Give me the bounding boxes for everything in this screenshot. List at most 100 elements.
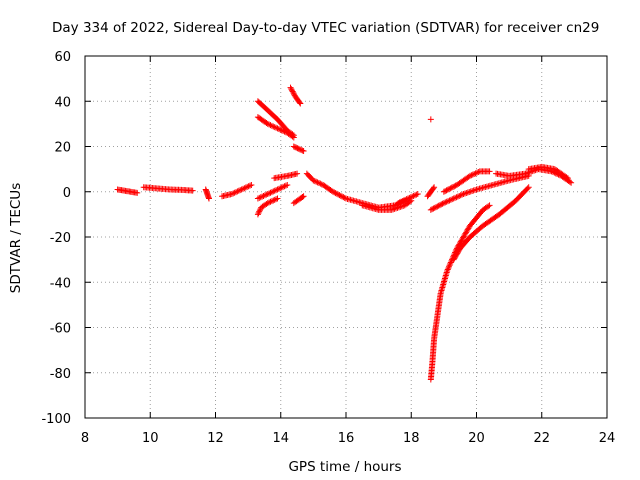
data-point bbox=[318, 181, 325, 188]
data-points bbox=[114, 84, 575, 383]
data-point bbox=[472, 186, 479, 193]
data-point bbox=[445, 265, 452, 272]
data-point bbox=[394, 204, 401, 211]
data-point bbox=[254, 195, 261, 202]
data-point bbox=[237, 187, 244, 194]
data-point bbox=[436, 202, 443, 209]
data-point bbox=[430, 185, 437, 192]
data-point bbox=[267, 198, 274, 205]
data-point bbox=[275, 126, 282, 133]
data-point bbox=[332, 190, 339, 197]
data-point bbox=[284, 181, 291, 188]
data-point bbox=[403, 196, 410, 203]
data-point bbox=[447, 196, 454, 203]
data-point bbox=[331, 189, 338, 196]
x-tick-label: 24 bbox=[599, 431, 616, 446]
data-point bbox=[566, 178, 573, 185]
data-point bbox=[329, 188, 336, 195]
data-point bbox=[452, 194, 459, 201]
y-tick-label: 60 bbox=[54, 50, 71, 65]
data-point bbox=[245, 183, 252, 190]
data-point bbox=[430, 205, 437, 212]
data-point bbox=[486, 168, 493, 175]
y-tick-label: 20 bbox=[54, 141, 71, 156]
x-tick-label: 20 bbox=[468, 431, 485, 446]
y-tick-label: 40 bbox=[54, 95, 71, 110]
data-point bbox=[525, 184, 532, 191]
data-point bbox=[257, 194, 264, 201]
data-point bbox=[427, 206, 434, 213]
data-point bbox=[524, 185, 531, 192]
data-point bbox=[263, 120, 270, 127]
data-point bbox=[443, 198, 450, 205]
data-point bbox=[300, 193, 307, 200]
data-point bbox=[473, 169, 480, 176]
x-axis-label: GPS time / hours bbox=[288, 459, 401, 475]
data-point bbox=[443, 187, 450, 194]
data-point bbox=[267, 189, 274, 196]
y-tick-label: -60 bbox=[50, 322, 71, 337]
data-point bbox=[455, 249, 462, 256]
data-point bbox=[228, 191, 235, 198]
data-point bbox=[459, 191, 466, 198]
data-point bbox=[300, 148, 307, 155]
data-point bbox=[273, 124, 280, 131]
data-point bbox=[472, 170, 479, 177]
data-point bbox=[248, 181, 255, 188]
data-point bbox=[523, 170, 530, 177]
data-point bbox=[397, 203, 404, 210]
data-point bbox=[467, 188, 474, 195]
data-point bbox=[469, 187, 476, 194]
data-point bbox=[313, 178, 320, 185]
data-point bbox=[266, 121, 273, 128]
x-tick-label: 12 bbox=[207, 431, 224, 446]
data-point bbox=[446, 197, 453, 204]
data-point bbox=[256, 208, 263, 215]
data-point bbox=[400, 202, 407, 209]
data-point bbox=[254, 211, 261, 218]
data-point bbox=[440, 188, 447, 195]
data-point bbox=[468, 172, 475, 179]
data-point bbox=[409, 193, 416, 200]
x-tick-label: 16 bbox=[338, 431, 355, 446]
data-point bbox=[256, 194, 263, 201]
data-point bbox=[485, 203, 492, 210]
data-point bbox=[471, 170, 478, 177]
data-point bbox=[399, 198, 406, 205]
data-point bbox=[411, 192, 418, 199]
data-point bbox=[280, 183, 287, 190]
data-point bbox=[266, 199, 273, 206]
data-point bbox=[271, 187, 278, 194]
data-point bbox=[391, 205, 398, 212]
data-point bbox=[287, 84, 294, 91]
data-point bbox=[264, 120, 271, 127]
data-point bbox=[259, 193, 266, 200]
data-point bbox=[311, 178, 318, 185]
data-point bbox=[447, 185, 454, 192]
data-point bbox=[310, 177, 317, 184]
y-tick-label: 0 bbox=[63, 186, 71, 201]
data-point bbox=[452, 254, 459, 261]
data-point bbox=[270, 188, 277, 195]
data-point bbox=[453, 194, 460, 201]
data-point bbox=[431, 184, 438, 191]
y-tick-label: -80 bbox=[50, 367, 71, 382]
data-point bbox=[281, 183, 288, 190]
data-point bbox=[450, 195, 457, 202]
data-point bbox=[317, 180, 324, 187]
data-point bbox=[469, 171, 476, 178]
data-point bbox=[407, 194, 414, 201]
data-point bbox=[433, 204, 440, 211]
data-point bbox=[444, 267, 451, 274]
data-point bbox=[281, 128, 288, 135]
data-point bbox=[563, 174, 570, 181]
data-point bbox=[427, 116, 434, 123]
data-point bbox=[288, 85, 295, 92]
data-point bbox=[277, 185, 284, 192]
grid bbox=[85, 56, 607, 418]
data-point bbox=[447, 259, 454, 266]
data-point bbox=[466, 189, 473, 196]
data-point bbox=[453, 251, 460, 258]
data-point bbox=[444, 186, 451, 193]
